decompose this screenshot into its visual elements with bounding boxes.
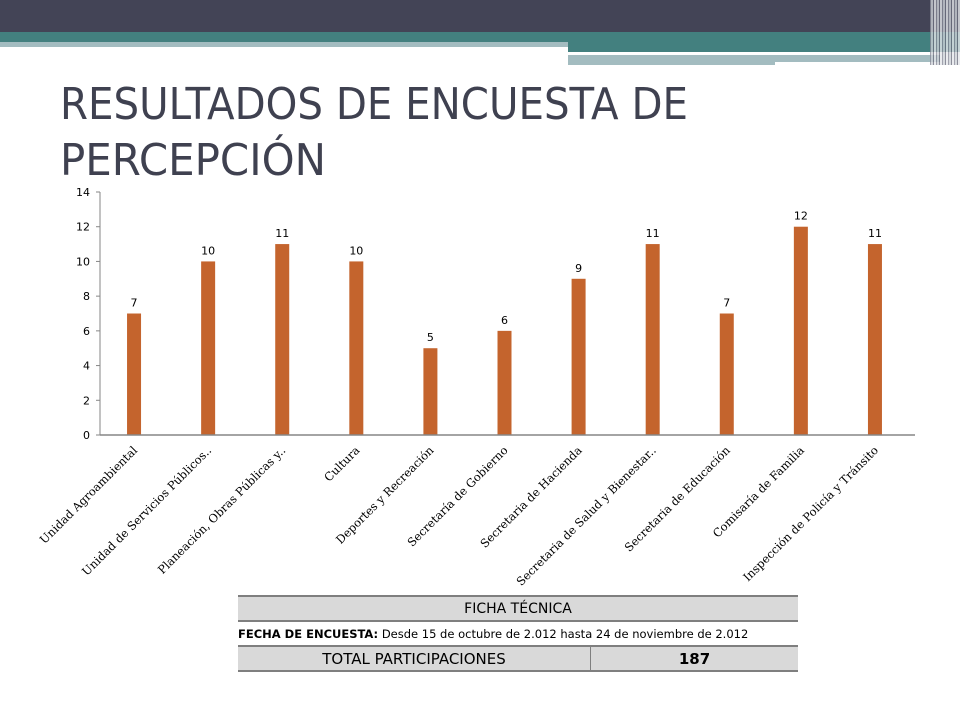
data-label: 10 <box>349 244 363 257</box>
x-category-label: Inspección de Policía y Tránsito <box>740 443 881 584</box>
data-label: 10 <box>201 244 215 257</box>
y-tick-label: 6 <box>83 325 90 338</box>
fecha-row: FECHA DE ENCUESTA: Desde 15 de octubre d… <box>238 620 798 647</box>
header-band-dark <box>0 0 960 32</box>
fecha-label: FECHA DE ENCUESTA: <box>238 626 379 641</box>
header-stripes <box>930 0 960 65</box>
y-tick-label: 0 <box>83 429 90 442</box>
x-category-label: Cultura <box>321 443 362 484</box>
x-category-label: Unidad de Servicios Públicos.. <box>79 443 214 578</box>
data-label: 9 <box>575 262 582 275</box>
ficha-tecnica-table: FICHA TÉCNICA FECHA DE ENCUESTA: Desde 1… <box>238 595 798 672</box>
total-label: TOTAL PARTICIPACIONES <box>238 645 591 672</box>
bar <box>867 244 882 435</box>
header-band-white-line <box>568 52 888 55</box>
y-tick-label: 10 <box>76 255 90 268</box>
bar <box>571 278 586 435</box>
data-label: 6 <box>501 314 508 327</box>
total-value: 187 <box>590 645 798 672</box>
y-tick-label: 8 <box>83 290 90 303</box>
bar <box>645 244 660 435</box>
y-tick-label: 14 <box>76 186 90 199</box>
data-label: 11 <box>275 227 289 240</box>
title-line-2: PERCEPCIÓN <box>60 133 326 186</box>
x-category-label: Planeación, Obras Públicas y.. <box>155 443 288 576</box>
bar <box>793 226 808 435</box>
bar <box>201 261 216 435</box>
header-band-teal <box>0 32 960 42</box>
y-tick-label: 2 <box>83 394 90 407</box>
bar <box>497 330 512 435</box>
data-label: 11 <box>868 227 882 240</box>
fecha-value: Desde 15 de octubre de 2.012 hasta 24 de… <box>381 626 749 641</box>
x-category-label: Secretaria de Salud y Bienestar.. <box>514 443 659 588</box>
title-line-1: RESULTADOS DE ENCUESTA DE <box>60 79 688 130</box>
y-tick-label: 4 <box>83 360 90 373</box>
slide-title: RESULTADOS DE ENCUESTA DE PERCEPCIÓN <box>60 79 688 186</box>
data-label: 11 <box>646 227 660 240</box>
ficha-header: FICHA TÉCNICA <box>238 595 798 622</box>
bar <box>423 348 438 435</box>
bar <box>127 313 142 435</box>
y-tick-label: 12 <box>76 221 90 234</box>
header-band-white-notch <box>775 62 945 66</box>
data-label: 7 <box>723 297 730 310</box>
header-band-light-right <box>568 55 940 65</box>
header-band-teal-right <box>568 42 960 52</box>
bar <box>349 261 364 435</box>
bar <box>719 313 734 435</box>
header-band-light-left <box>0 42 568 47</box>
data-label: 7 <box>131 297 138 310</box>
data-label: 12 <box>794 210 808 223</box>
bar <box>275 244 290 435</box>
data-label: 5 <box>427 331 434 344</box>
